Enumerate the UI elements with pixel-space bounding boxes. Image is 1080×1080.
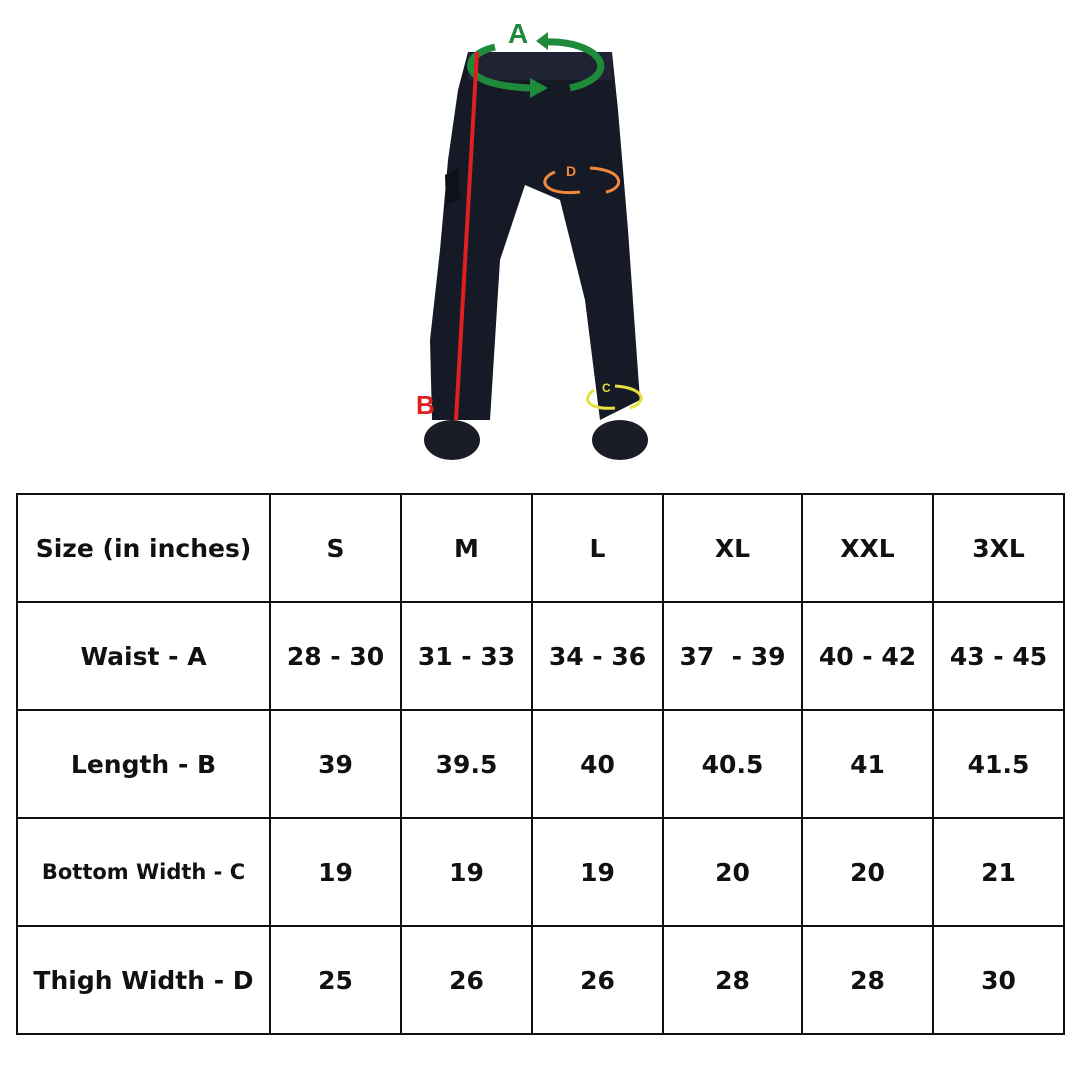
waist-arrow-icon bbox=[467, 32, 605, 98]
cell: 39 bbox=[269, 709, 402, 819]
length-line bbox=[454, 51, 479, 421]
header-size: S bbox=[269, 493, 402, 603]
table-row: Length - B 39 39.5 40 40.5 41 41.5 bbox=[16, 709, 1065, 819]
cell: 28 bbox=[662, 925, 803, 1035]
size-chart-table: Size (in inches) S M L XL XXL 3XL Waist … bbox=[16, 493, 1065, 1035]
cell: 40 - 42 bbox=[801, 601, 934, 711]
header-label: Size (in inches) bbox=[16, 493, 271, 603]
label-b: B bbox=[416, 390, 435, 420]
header-size: 3XL bbox=[932, 493, 1065, 603]
right-shoe bbox=[592, 420, 648, 460]
cell: 28 bbox=[801, 925, 934, 1035]
cell: 19 bbox=[400, 817, 533, 927]
cell: 34 - 36 bbox=[531, 601, 664, 711]
cell: 39.5 bbox=[400, 709, 533, 819]
pants-image bbox=[424, 52, 648, 460]
table-row: Waist - A 28 - 30 31 - 33 34 - 36 37 - 3… bbox=[16, 601, 1065, 711]
header-size: XXL bbox=[801, 493, 934, 603]
table-row: Bottom Width - C 19 19 19 20 20 21 bbox=[16, 817, 1065, 927]
cell: 40.5 bbox=[662, 709, 803, 819]
cell: 37 - 39 bbox=[662, 601, 803, 711]
cell: 26 bbox=[531, 925, 664, 1035]
cell: 41.5 bbox=[932, 709, 1065, 819]
label-a: A bbox=[508, 18, 528, 49]
thigh-arrow-icon bbox=[543, 166, 621, 195]
header-size: L bbox=[531, 493, 664, 603]
row-label: Waist - A bbox=[16, 601, 271, 711]
row-label: Thigh Width - D bbox=[16, 925, 271, 1035]
header-size: M bbox=[400, 493, 533, 603]
cell: 19 bbox=[531, 817, 664, 927]
cell: 28 - 30 bbox=[269, 601, 402, 711]
cell: 21 bbox=[932, 817, 1065, 927]
pants-measurement-illustration: A B D C bbox=[416, 18, 648, 460]
label-c: C bbox=[602, 381, 611, 395]
cell: 41 bbox=[801, 709, 934, 819]
cell: 20 bbox=[801, 817, 934, 927]
row-label: Bottom Width - C bbox=[16, 817, 271, 927]
cell: 31 - 33 bbox=[400, 601, 533, 711]
table-row: Thigh Width - D 25 26 26 28 28 30 bbox=[16, 925, 1065, 1035]
cell: 20 bbox=[662, 817, 803, 927]
left-shoe bbox=[424, 420, 480, 460]
cell: 26 bbox=[400, 925, 533, 1035]
table-header-row: Size (in inches) S M L XL XXL 3XL bbox=[16, 493, 1065, 603]
cell: 30 bbox=[932, 925, 1065, 1035]
cell: 19 bbox=[269, 817, 402, 927]
header-size: XL bbox=[662, 493, 803, 603]
label-d: D bbox=[566, 163, 576, 179]
cell: 40 bbox=[531, 709, 664, 819]
bottom-arrow-icon bbox=[586, 384, 643, 410]
cell: 25 bbox=[269, 925, 402, 1035]
cell: 43 - 45 bbox=[932, 601, 1065, 711]
row-label: Length - B bbox=[16, 709, 271, 819]
